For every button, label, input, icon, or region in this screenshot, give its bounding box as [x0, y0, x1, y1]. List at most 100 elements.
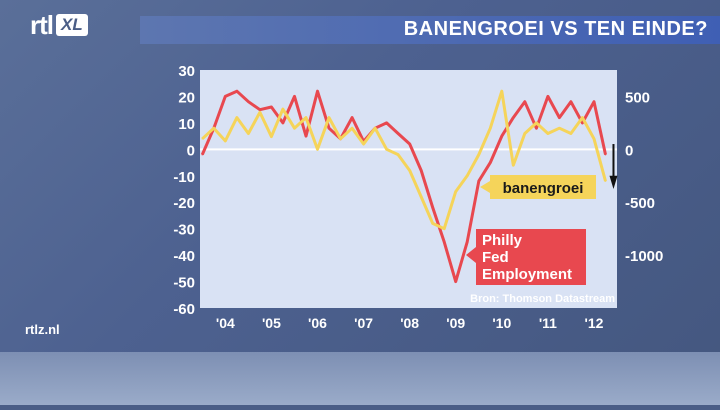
data-point	[259, 108, 261, 111]
data-point	[501, 90, 503, 92]
data-point	[339, 137, 342, 140]
data-point	[351, 116, 353, 119]
data-point	[270, 106, 273, 108]
y-left-tick-label: -20	[173, 195, 195, 212]
data-point	[374, 127, 376, 129]
y-left-tick-label: 10	[178, 116, 195, 133]
data-point	[224, 95, 227, 98]
data-point	[558, 116, 561, 119]
data-point	[282, 122, 284, 124]
y-left-tick-label: 30	[178, 63, 195, 80]
data-point	[547, 132, 549, 135]
source-note: Bron: Thomson Datastream	[470, 293, 615, 305]
data-point	[466, 241, 469, 243]
channel-logo: rtl XL	[30, 9, 88, 40]
data-point	[408, 143, 411, 145]
y-left-tick-label: 0	[187, 142, 195, 159]
data-point	[512, 116, 515, 119]
data-point	[524, 100, 526, 103]
x-tick-label: '08	[400, 315, 419, 331]
label-pointer	[480, 181, 490, 193]
data-point	[443, 241, 446, 243]
logo-badge: XL	[56, 14, 88, 36]
data-point	[477, 153, 480, 156]
data-point	[535, 127, 538, 129]
data-point	[524, 132, 526, 135]
data-point	[593, 137, 595, 140]
bottom-band	[0, 352, 720, 405]
data-point	[581, 122, 584, 124]
x-tick-label: '10	[492, 315, 511, 331]
logo-text: rtl	[30, 9, 54, 40]
data-point	[420, 169, 422, 172]
y-right-tick-label: -500	[625, 195, 655, 212]
data-point	[489, 161, 492, 164]
y-left-tick-label: -30	[173, 222, 195, 239]
data-point	[316, 148, 319, 151]
label-box	[490, 175, 596, 199]
x-tick-label: '06	[308, 315, 327, 331]
data-point	[293, 95, 296, 98]
data-point	[259, 111, 261, 114]
data-point	[397, 153, 399, 156]
data-point	[431, 222, 434, 225]
chart-title: BANENGROEI VS TEN EINDE?	[403, 18, 708, 40]
data-point	[454, 280, 457, 283]
data-point	[362, 143, 365, 145]
y-right-tick-label: 0	[625, 142, 633, 159]
data-point	[512, 164, 515, 166]
data-point	[420, 196, 422, 198]
x-tick-label: '07	[354, 315, 373, 331]
data-point	[247, 132, 250, 135]
data-point	[431, 206, 434, 209]
data-point	[328, 127, 330, 129]
data-point	[535, 122, 538, 124]
y-left-tick-label: -50	[173, 275, 195, 292]
data-point	[305, 116, 307, 119]
data-point	[454, 190, 457, 193]
data-point	[270, 135, 273, 138]
data-point	[328, 116, 330, 119]
data-point	[593, 100, 595, 103]
data-point	[247, 100, 250, 103]
data-point	[224, 140, 227, 142]
data-point	[201, 153, 204, 156]
x-tick-label: '11	[539, 315, 557, 331]
data-point	[604, 180, 607, 182]
data-point	[443, 227, 446, 230]
data-point	[501, 135, 503, 137]
y-left-tick-label: -40	[173, 248, 195, 265]
y-left-tick-label: -10	[173, 169, 195, 186]
label-box	[476, 229, 586, 285]
data-point	[466, 174, 469, 177]
series-label-philly-line: Philly	[482, 232, 523, 249]
y-right-tick-label: -1000	[625, 248, 663, 265]
x-tick-label: '04	[216, 315, 235, 331]
series-line	[201, 89, 607, 231]
data-point	[201, 137, 204, 140]
data-point	[604, 153, 607, 156]
y-left-tick-label: 20	[178, 89, 195, 106]
data-point	[397, 132, 399, 135]
down-arrow-head	[609, 175, 618, 189]
data-point	[316, 90, 319, 92]
series-label-banengroei: banengroei	[503, 180, 584, 197]
data-point	[305, 135, 307, 137]
x-tick-label: '05	[262, 315, 281, 331]
data-point	[351, 127, 353, 129]
y-left-tick-label: -60	[173, 301, 195, 318]
y-right-tick-label: 500	[625, 89, 650, 106]
x-tick-label: '12	[585, 315, 604, 331]
data-point	[236, 116, 238, 119]
series-label-philly-line: Employment	[482, 266, 572, 283]
title-bar: BANENGROEI VS TEN EINDE?	[140, 16, 720, 44]
data-point	[282, 108, 284, 110]
data-point	[236, 90, 238, 92]
data-point	[213, 127, 215, 129]
data-point	[385, 122, 388, 124]
label-pointer	[466, 247, 476, 263]
data-point	[293, 127, 296, 129]
series-label-philly-line: Fed	[482, 249, 509, 266]
